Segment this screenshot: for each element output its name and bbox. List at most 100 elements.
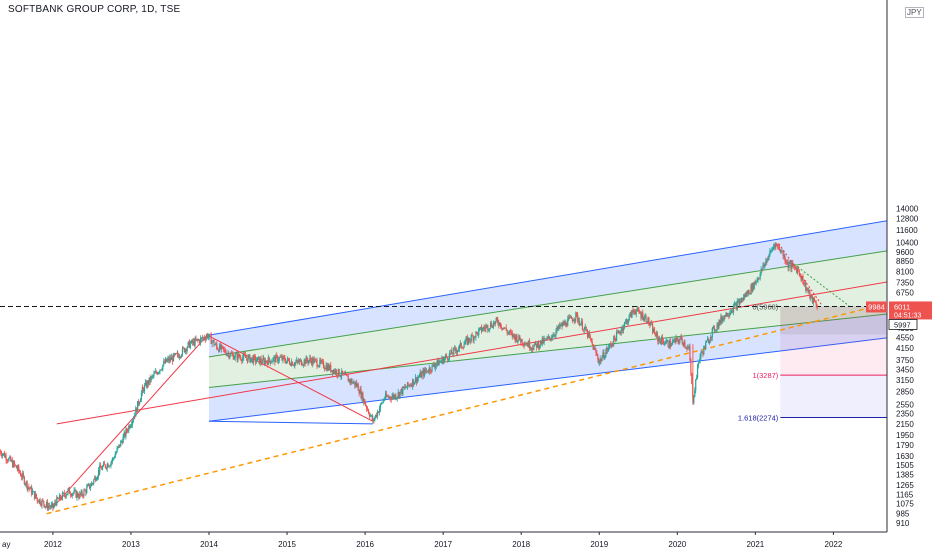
candle-body — [433, 364, 434, 366]
candle-body — [672, 342, 673, 345]
y-tick-label: 2850 — [896, 387, 914, 396]
candle-body — [671, 345, 672, 346]
candle-body — [86, 487, 87, 493]
candle-body — [284, 358, 285, 361]
candle-body — [482, 330, 483, 331]
candle-body — [399, 392, 400, 397]
candle-body — [625, 321, 626, 322]
candle-body — [756, 281, 757, 282]
candle-body — [447, 357, 448, 360]
candle-body — [142, 387, 143, 388]
fib-zone-1-1618 — [780, 375, 888, 417]
candle-body — [697, 365, 698, 378]
y-tick-label: 1790 — [896, 441, 914, 450]
candle-body — [66, 495, 67, 497]
pitch-handle-line-a — [53, 335, 208, 507]
candle-body — [166, 360, 167, 362]
candle-body — [472, 335, 473, 336]
candle-body — [799, 270, 800, 274]
y-tick-label: 4150 — [896, 344, 914, 353]
candle-body — [554, 335, 555, 336]
candle-body — [254, 356, 255, 357]
currency-label[interactable]: JPY — [905, 7, 924, 18]
candle-body — [414, 382, 415, 384]
candle-body — [225, 350, 226, 353]
candle-body — [695, 380, 696, 391]
candle-body — [475, 332, 476, 338]
candle-body — [386, 394, 387, 397]
candle-body — [501, 327, 502, 328]
candle-body — [699, 356, 700, 360]
candle-body — [396, 398, 397, 399]
candle-body — [440, 361, 441, 362]
y-tick-label: 4550 — [896, 334, 914, 343]
candle-body — [616, 332, 617, 341]
candle-body — [651, 323, 652, 324]
candle-body — [104, 463, 105, 464]
candle-body — [324, 368, 325, 369]
candle-body — [116, 452, 117, 454]
candle-body — [463, 348, 464, 349]
candle-body — [715, 331, 716, 332]
candle-body — [584, 328, 585, 331]
candle-body — [491, 323, 492, 327]
candle-body — [676, 338, 677, 339]
candle-body — [161, 369, 162, 370]
y-tick-label: 1505 — [896, 461, 914, 470]
candle-body — [451, 350, 452, 354]
candle-body — [37, 499, 38, 501]
candle-body — [144, 385, 145, 391]
candle-body — [597, 355, 598, 359]
y-tick-label: 3150 — [896, 376, 914, 385]
candle-body — [263, 358, 264, 360]
candle-body — [39, 499, 40, 504]
candle-body — [266, 361, 267, 362]
candle-body — [734, 304, 735, 306]
candle-body — [685, 347, 686, 348]
candle-body — [592, 342, 593, 344]
candle-body — [514, 334, 515, 336]
x-tick-label: 2021 — [746, 540, 764, 549]
candle-body — [817, 306, 818, 308]
candle-body — [435, 366, 436, 368]
candle-body — [642, 313, 643, 320]
candle-body — [709, 341, 710, 343]
candle-body — [544, 339, 545, 343]
candle-body — [115, 454, 116, 458]
candle-body — [488, 330, 489, 331]
candle-body — [336, 370, 337, 375]
candle-body — [567, 319, 568, 326]
candle-body — [8, 458, 9, 461]
candle-body — [140, 400, 141, 403]
candle-body — [150, 377, 151, 382]
candle-body — [798, 269, 799, 270]
candle-body — [382, 403, 383, 404]
candle-body — [162, 365, 163, 369]
candle-body — [240, 357, 241, 360]
candle-body — [665, 344, 666, 345]
candle-body — [114, 458, 115, 459]
candle-body — [275, 355, 276, 362]
candle-body — [406, 387, 407, 388]
candle-body — [806, 288, 807, 290]
y-tick-label: 3450 — [896, 365, 914, 374]
candle-body — [90, 486, 91, 488]
candle-body — [500, 323, 501, 328]
candle-body — [366, 406, 367, 409]
candle-body — [777, 245, 778, 247]
candle-body — [601, 357, 602, 361]
candle-body — [535, 342, 536, 344]
y-tick-label: 10400 — [896, 239, 919, 248]
candle-body — [306, 357, 307, 360]
candle-body — [81, 491, 82, 495]
candle-body — [582, 321, 583, 330]
candle-body — [700, 352, 701, 356]
price-tag-countdown: 04:51:33 — [894, 312, 921, 319]
candle-body — [73, 493, 74, 494]
candle-body — [269, 357, 270, 360]
candle-body — [737, 301, 738, 309]
candle-body — [292, 362, 293, 366]
candle-body — [112, 458, 113, 462]
